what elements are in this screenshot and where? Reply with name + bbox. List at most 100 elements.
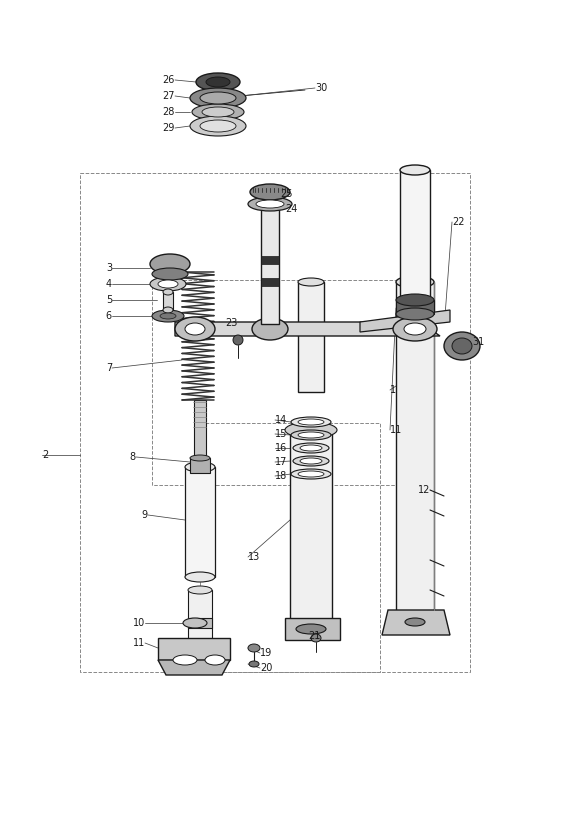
- Ellipse shape: [404, 323, 426, 335]
- Text: 1: 1: [390, 385, 396, 395]
- Bar: [261, 204, 279, 324]
- Ellipse shape: [188, 586, 212, 594]
- Text: 21: 21: [308, 631, 321, 641]
- Polygon shape: [360, 310, 450, 332]
- Ellipse shape: [396, 276, 434, 288]
- Ellipse shape: [173, 655, 197, 665]
- Text: 28: 28: [163, 107, 175, 117]
- Ellipse shape: [150, 277, 186, 291]
- Ellipse shape: [291, 430, 331, 440]
- Text: 14: 14: [275, 415, 287, 425]
- Bar: [188, 590, 212, 645]
- Text: 16: 16: [275, 443, 287, 453]
- Text: 12: 12: [418, 485, 430, 495]
- Ellipse shape: [163, 289, 173, 295]
- Text: 18: 18: [275, 471, 287, 481]
- Ellipse shape: [405, 618, 425, 626]
- Bar: [194, 400, 206, 468]
- Ellipse shape: [190, 88, 246, 108]
- Ellipse shape: [452, 338, 472, 354]
- Bar: [290, 430, 332, 630]
- Ellipse shape: [256, 200, 284, 208]
- Ellipse shape: [190, 455, 210, 461]
- Bar: [396, 300, 434, 314]
- Bar: [80, 173, 470, 672]
- Text: 8: 8: [130, 452, 136, 462]
- Bar: [185, 467, 215, 577]
- Ellipse shape: [300, 458, 322, 464]
- Text: 15: 15: [275, 429, 287, 439]
- Text: 31: 31: [472, 337, 484, 347]
- Ellipse shape: [202, 107, 234, 117]
- Text: 7: 7: [106, 363, 112, 373]
- Text: 26: 26: [163, 75, 175, 85]
- Polygon shape: [285, 618, 340, 640]
- Ellipse shape: [396, 294, 434, 306]
- Ellipse shape: [293, 443, 329, 453]
- Ellipse shape: [175, 317, 215, 341]
- Bar: [190, 458, 210, 473]
- Text: 6: 6: [106, 311, 112, 321]
- Ellipse shape: [185, 572, 215, 582]
- Text: 22: 22: [452, 217, 465, 227]
- Ellipse shape: [152, 310, 184, 322]
- Text: 4: 4: [106, 279, 112, 289]
- Bar: [188, 618, 212, 628]
- Ellipse shape: [250, 184, 290, 200]
- Ellipse shape: [152, 268, 188, 280]
- Ellipse shape: [163, 307, 173, 313]
- Ellipse shape: [300, 445, 322, 451]
- Text: 30: 30: [315, 83, 327, 93]
- Text: 25: 25: [280, 189, 293, 199]
- Text: 20: 20: [260, 663, 272, 673]
- Ellipse shape: [293, 456, 329, 466]
- Ellipse shape: [249, 661, 259, 667]
- Text: 3: 3: [106, 263, 112, 273]
- Bar: [155, 264, 185, 274]
- Ellipse shape: [393, 317, 437, 341]
- Text: 19: 19: [260, 648, 272, 658]
- Bar: [200, 423, 380, 672]
- Ellipse shape: [188, 641, 212, 649]
- Text: 9: 9: [142, 510, 148, 520]
- Ellipse shape: [248, 644, 260, 652]
- Ellipse shape: [233, 335, 243, 345]
- Ellipse shape: [400, 165, 430, 175]
- Ellipse shape: [396, 308, 434, 320]
- Bar: [261, 256, 279, 264]
- Ellipse shape: [298, 471, 324, 477]
- Ellipse shape: [185, 462, 215, 472]
- Bar: [163, 292, 173, 310]
- Text: 11: 11: [390, 425, 402, 435]
- Ellipse shape: [192, 104, 244, 120]
- Ellipse shape: [252, 318, 288, 340]
- Bar: [298, 282, 324, 392]
- Text: 27: 27: [163, 91, 175, 101]
- Polygon shape: [158, 660, 230, 675]
- Bar: [396, 282, 434, 622]
- Text: 2: 2: [42, 450, 48, 460]
- Text: 24: 24: [285, 204, 297, 214]
- Ellipse shape: [160, 313, 176, 319]
- Ellipse shape: [200, 120, 236, 132]
- Polygon shape: [382, 610, 450, 635]
- Ellipse shape: [296, 624, 326, 634]
- Ellipse shape: [290, 424, 332, 436]
- Bar: [152, 280, 418, 485]
- Ellipse shape: [185, 323, 205, 335]
- Text: 5: 5: [106, 295, 112, 305]
- Text: 17: 17: [275, 457, 287, 467]
- Ellipse shape: [158, 280, 178, 288]
- Text: 29: 29: [163, 123, 175, 133]
- Ellipse shape: [190, 116, 246, 136]
- Ellipse shape: [444, 332, 480, 360]
- Bar: [261, 278, 279, 286]
- Ellipse shape: [206, 77, 230, 87]
- Text: 13: 13: [248, 552, 260, 562]
- Ellipse shape: [196, 73, 240, 91]
- Ellipse shape: [248, 197, 292, 211]
- Polygon shape: [175, 322, 440, 336]
- Text: 10: 10: [133, 618, 145, 628]
- Text: 23: 23: [225, 318, 237, 328]
- Ellipse shape: [298, 419, 324, 425]
